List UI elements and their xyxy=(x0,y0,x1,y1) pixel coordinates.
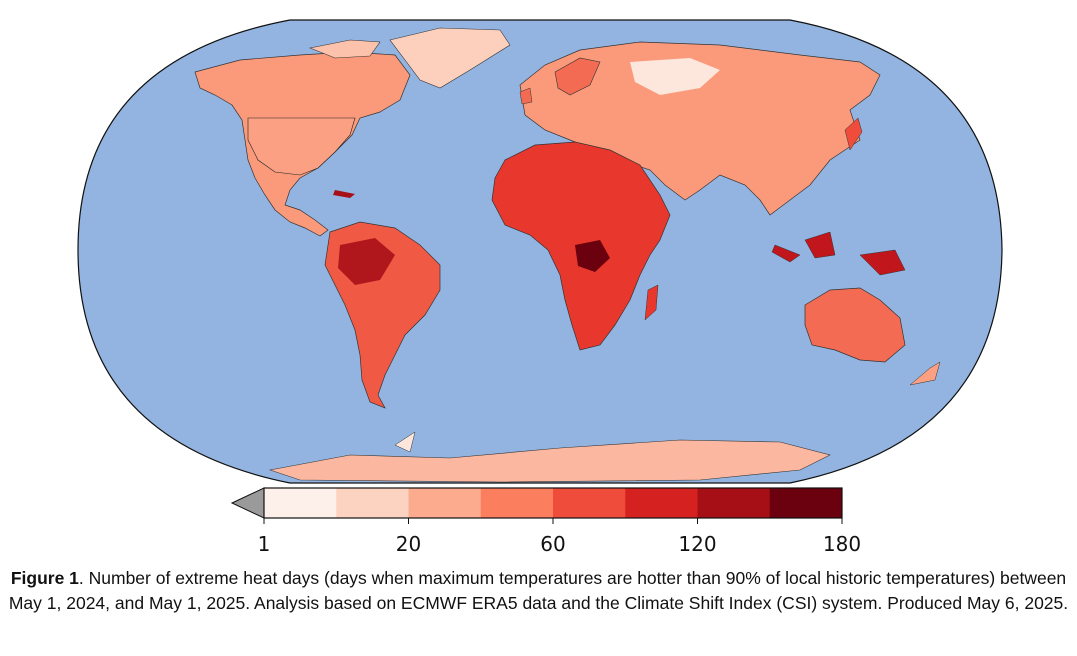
colorbar-tick-label-20: 20 xyxy=(395,532,422,556)
colorbar-tick-label-60: 60 xyxy=(540,532,566,556)
amazon-hotspot xyxy=(338,238,395,285)
colorbar-bin-3 xyxy=(408,488,482,518)
colorbar-bin-5 xyxy=(553,488,626,518)
antarctic-peninsula xyxy=(394,431,416,453)
world-map xyxy=(77,19,1003,524)
colorbar-bin-6 xyxy=(625,488,698,518)
colorbar-bin-1 xyxy=(264,488,337,518)
colorbar-tick-label-180: 180 xyxy=(822,532,862,556)
scandinavia xyxy=(554,57,601,96)
colorbar-tick-label-1: 1 xyxy=(257,532,271,556)
colorbar-under-arrow xyxy=(230,487,265,519)
greenland xyxy=(389,27,511,89)
colorbar xyxy=(230,487,843,524)
indonesia xyxy=(771,231,906,276)
map-canvas xyxy=(77,19,1003,524)
figure-caption: Figure 1. Number of extreme heat days (d… xyxy=(0,566,1077,616)
figure-label: Figure 1 xyxy=(10,568,79,588)
uk xyxy=(519,87,533,105)
arctic-islands xyxy=(308,39,381,59)
siberia-light xyxy=(630,58,720,95)
figure-caption-text: . Number of extreme heat days (days when… xyxy=(8,568,1069,613)
new-zealand xyxy=(909,361,941,386)
colorbar-bin-4 xyxy=(480,488,554,518)
colorbar-bin-7 xyxy=(697,488,771,518)
usa-region xyxy=(247,117,356,176)
caribbean xyxy=(333,190,355,198)
congo-hotspot xyxy=(575,240,610,272)
madagascar xyxy=(644,284,659,321)
colorbar-bin-2 xyxy=(336,488,409,518)
japan xyxy=(844,117,863,151)
australia xyxy=(804,287,906,363)
antarctica xyxy=(268,439,831,483)
colorbar-bin-8 xyxy=(769,488,843,518)
colorbar-tick-label-120: 120 xyxy=(678,532,717,556)
